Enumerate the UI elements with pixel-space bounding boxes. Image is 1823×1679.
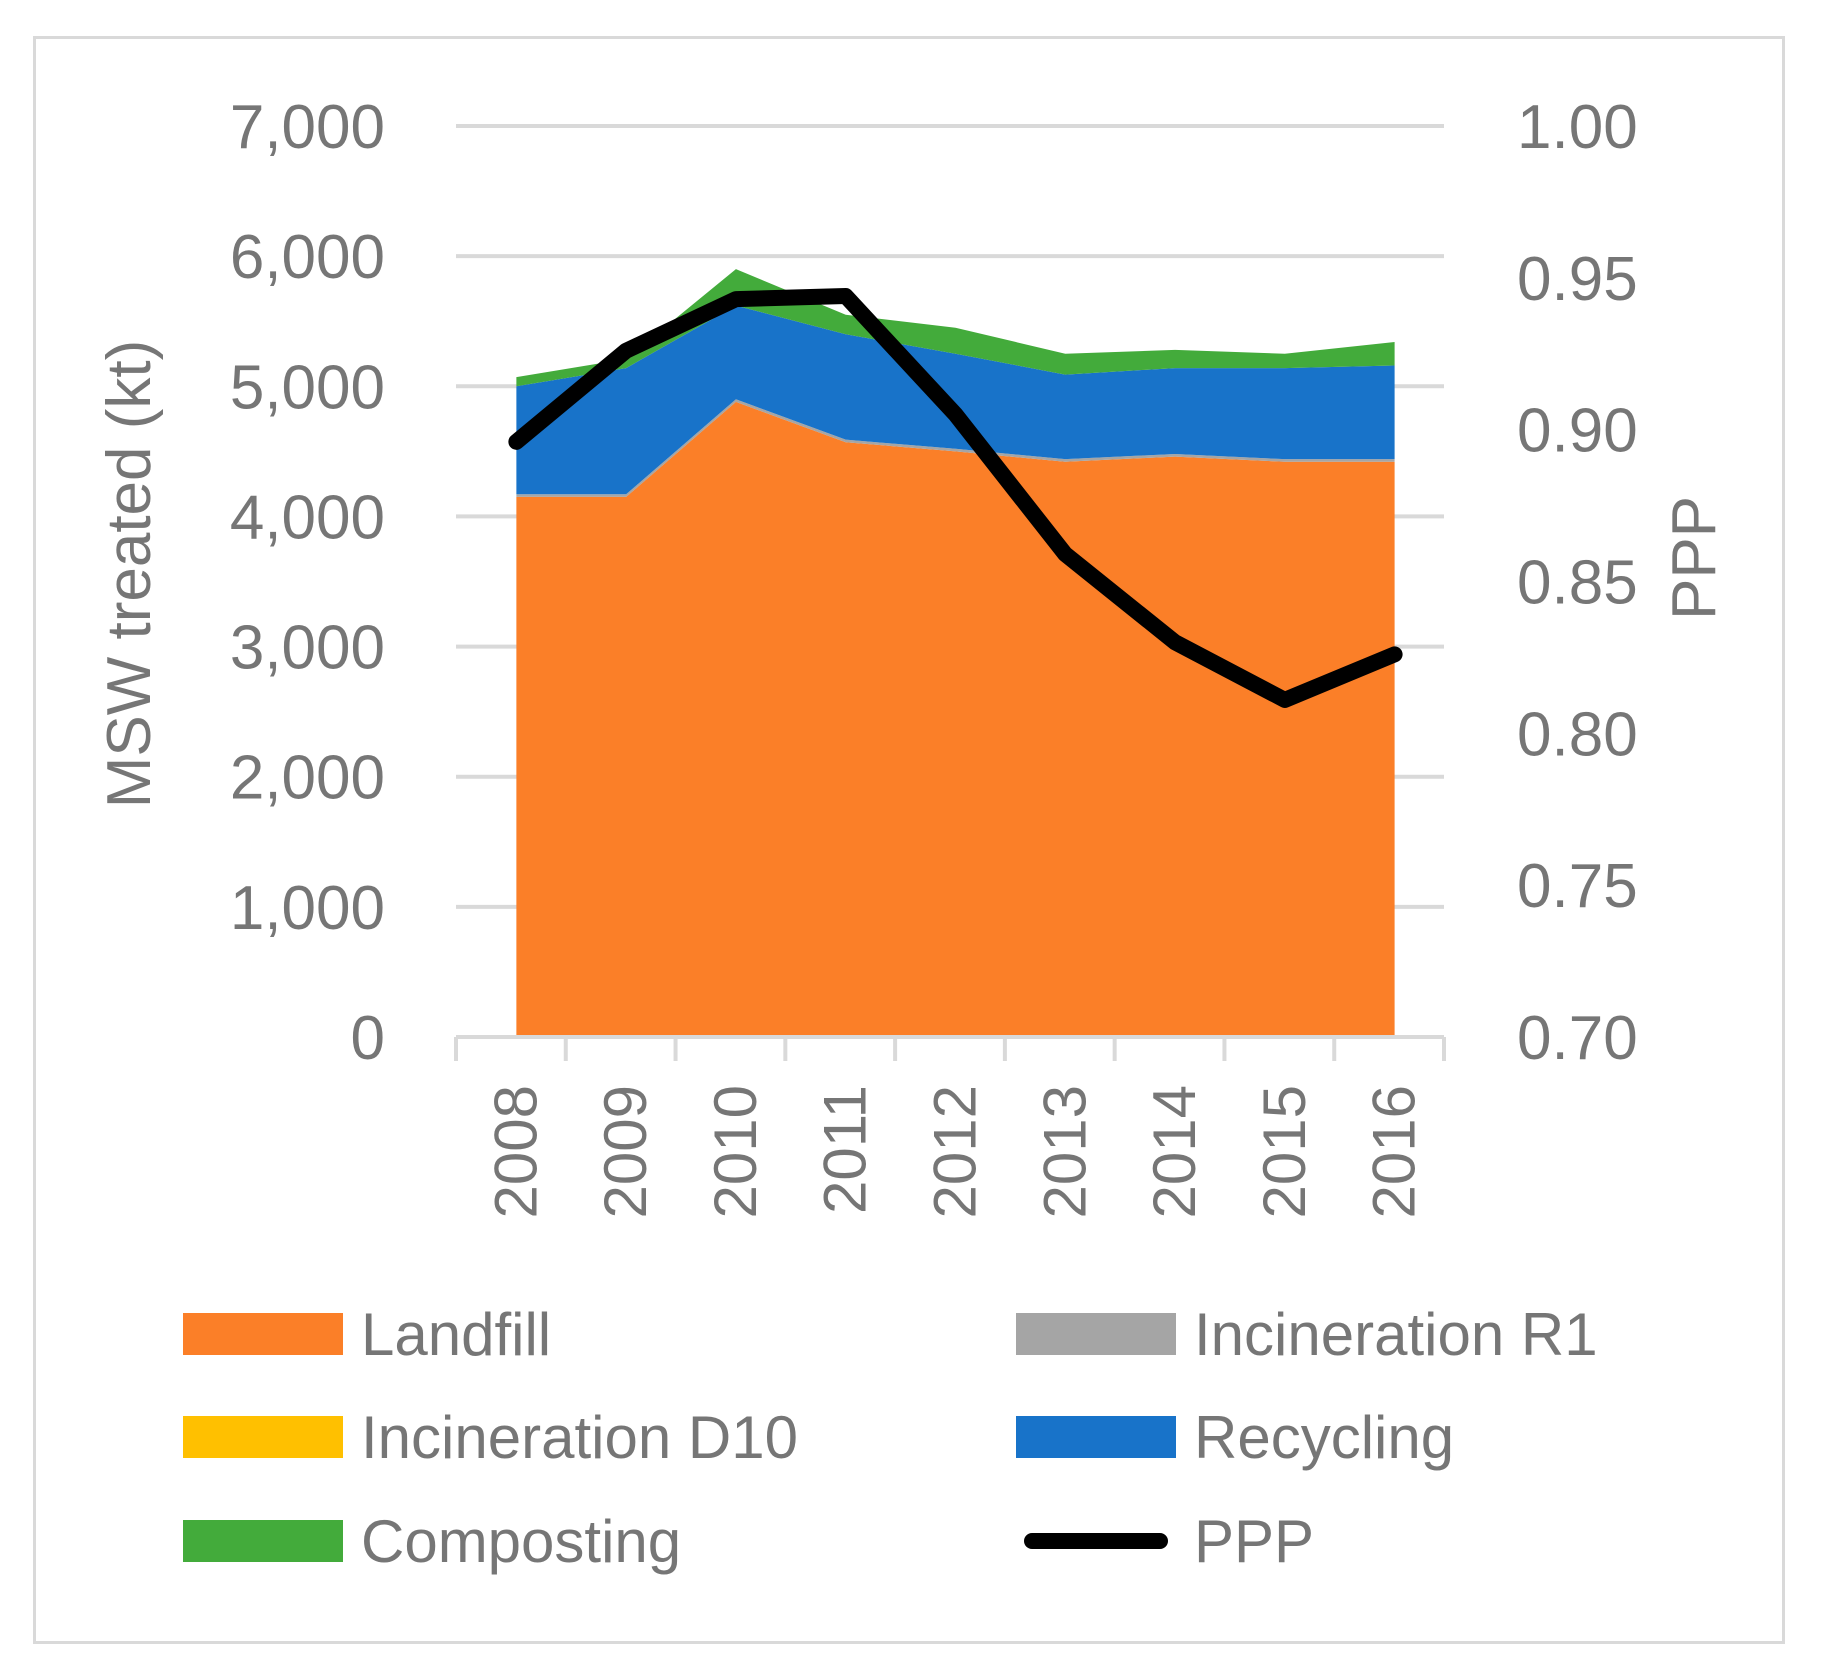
legend-swatch-composting — [183, 1520, 343, 1562]
y2-tick-label: 0.90 — [1517, 397, 1638, 466]
legend-label-landfill: Landfill — [361, 1301, 551, 1368]
legend-label-incineration-r1: Incineration R1 — [1194, 1301, 1598, 1368]
ppp-line — [508, 288, 1403, 708]
y-tick-label: 1,000 — [230, 874, 385, 943]
x-tick-label: 2010 — [702, 1085, 769, 1218]
y-tick-label: 2,000 — [230, 744, 385, 813]
y-axis-left-ticks: 0 1,000 2,000 3,000 4,000 5,000 6,000 7,000 — [230, 93, 385, 1073]
x-axis: 2008 2009 2010 2011 2012 2013 2014 2015 2016 — [454, 1035, 1446, 1218]
legend-label-recycling: Recycling — [1194, 1404, 1454, 1471]
x-tick-label: 2016 — [1361, 1085, 1428, 1218]
y2-tick-label: 0.95 — [1517, 245, 1638, 314]
x-tick-label: 2012 — [921, 1085, 988, 1218]
y-tick-label: 4,000 — [230, 483, 385, 552]
area-recycling — [516, 305, 1395, 495]
x-tick-label: 2011 — [812, 1085, 879, 1214]
x-tick-label: 2013 — [1031, 1085, 1098, 1218]
x-tick-label: 2008 — [482, 1085, 549, 1218]
stacked-areas — [516, 269, 1395, 1038]
y2-tick-label: 0.75 — [1517, 852, 1638, 921]
y2-tick-label: 0.80 — [1517, 700, 1638, 769]
y-tick-label: 5,000 — [230, 353, 385, 422]
ppp-line-layer — [508, 288, 1403, 708]
legend-label-ppp: PPP — [1194, 1508, 1314, 1575]
legend-swatch-recycling — [1016, 1416, 1176, 1458]
legend-swatch-landfill — [183, 1313, 343, 1355]
y-axis-label: MSW treated (kt) — [95, 340, 164, 809]
y-tick-label: 7,000 — [230, 93, 385, 162]
legend-swatch-incineration-r1 — [1016, 1313, 1176, 1355]
y2-tick-label: 1.00 — [1517, 93, 1638, 162]
x-tick-label: 2015 — [1251, 1085, 1318, 1218]
legend-swatch-incineration-d10 — [183, 1416, 343, 1458]
x-tick-label: 2014 — [1141, 1085, 1208, 1218]
y-axis-right-ticks: 0.70 0.75 0.80 0.85 0.90 0.95 1.00 — [1517, 93, 1638, 1073]
y-tick-label: 6,000 — [230, 223, 385, 292]
y2-tick-label: 0.85 — [1517, 549, 1638, 618]
y-tick-label: 3,000 — [230, 614, 385, 683]
y2-axis-label: PPP — [1660, 496, 1729, 620]
y-tick-label: 0 — [351, 1004, 385, 1073]
legend-label-incineration-d10: Incineration D10 — [361, 1404, 798, 1471]
x-tick-label: 2009 — [592, 1085, 659, 1218]
legend-label-composting: Composting — [361, 1508, 681, 1575]
area-landfill — [516, 401, 1395, 1038]
y2-tick-label: 0.70 — [1517, 1004, 1638, 1073]
legend: Landfill Incineration R1 Incineration D10 R… — [183, 1301, 1598, 1575]
